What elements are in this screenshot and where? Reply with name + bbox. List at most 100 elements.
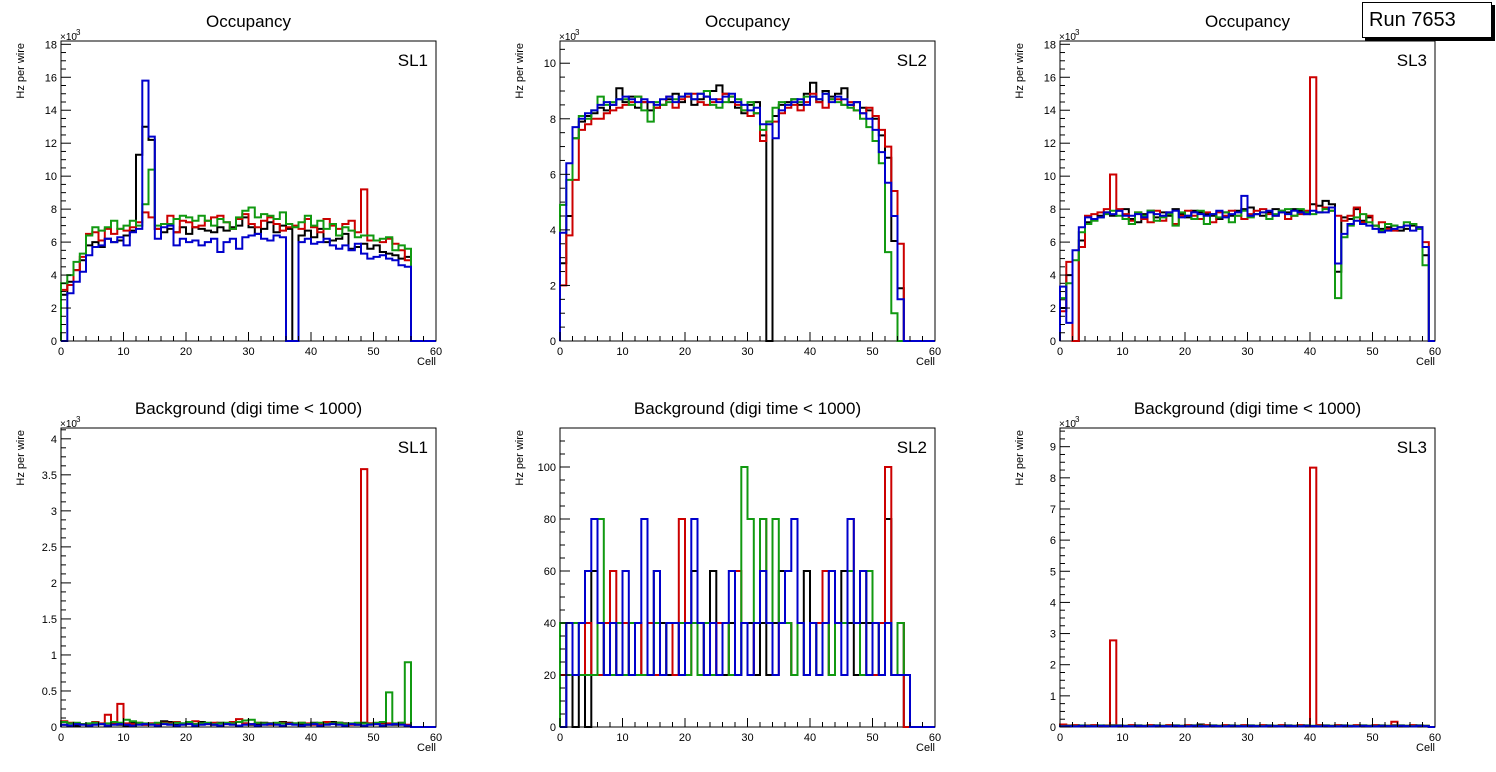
y-tick-label: 16 bbox=[45, 72, 57, 84]
x-tick-label: 0 bbox=[58, 346, 64, 358]
y-tick-label: 0 bbox=[51, 722, 57, 734]
y-multiplier: ×10 bbox=[60, 419, 77, 430]
x-tick-label: 20 bbox=[1179, 732, 1191, 744]
y-axis-label: Hz per wire bbox=[1014, 43, 1026, 99]
y-tick-label: 4 bbox=[51, 270, 57, 282]
x-tick-label: 60 bbox=[430, 346, 442, 358]
plot-frame bbox=[60, 40, 437, 342]
y-axis-label: Hz per wire bbox=[15, 430, 27, 486]
y-tick-label: 4 bbox=[1050, 597, 1056, 609]
y-multiplier-exponent: 3 bbox=[1075, 28, 1080, 37]
y-tick-label: 10 bbox=[1044, 171, 1056, 183]
x-tick-label: 30 bbox=[242, 732, 254, 744]
y-tick-label: 2 bbox=[51, 578, 57, 590]
y-tick-label: 0 bbox=[1050, 336, 1056, 348]
y-tick-label: 3.5 bbox=[42, 470, 57, 482]
y-tick-label: 6 bbox=[550, 169, 556, 181]
y-tick-label: 2 bbox=[550, 280, 556, 292]
x-tick-label: 40 bbox=[1304, 346, 1316, 358]
y-tick-label: 14 bbox=[45, 105, 57, 117]
x-tick-label: 40 bbox=[1304, 732, 1316, 744]
plot-frame bbox=[559, 40, 936, 342]
histogram-series-red bbox=[60, 468, 436, 728]
histogram-series-red bbox=[60, 188, 436, 342]
y-tick-label: 100 bbox=[538, 462, 556, 474]
chart-panel-6: Background (digi time < 1000)0 10 20 30 40 50… bbox=[1014, 399, 1441, 754]
chart-panel-4: Background (digi time < 1000)0 10 20 30 40 50… bbox=[15, 399, 442, 754]
x-axis-label: Cell bbox=[1416, 742, 1435, 754]
chart-title: Occupancy bbox=[206, 12, 292, 31]
y-tick-label: 8 bbox=[1050, 204, 1056, 216]
y-multiplier-exponent: 3 bbox=[1075, 415, 1080, 424]
x-axis-label: Cell bbox=[916, 356, 935, 368]
y-tick-label: 8 bbox=[51, 204, 57, 216]
histogram-series-blue bbox=[60, 723, 436, 728]
y-tick-label: 5 bbox=[1050, 566, 1056, 578]
x-tick-label: 20 bbox=[1179, 346, 1191, 358]
y-multiplier: ×10 bbox=[559, 32, 576, 43]
x-tick-label: 60 bbox=[929, 732, 941, 744]
y-tick-label: 6 bbox=[51, 237, 57, 249]
y-tick-label: 80 bbox=[544, 514, 556, 526]
x-tick-label: 50 bbox=[367, 346, 379, 358]
y-multiplier: ×10 bbox=[1059, 32, 1076, 43]
superlayer-label: SL1 bbox=[398, 51, 428, 70]
chart-title: Background (digi time < 1000) bbox=[634, 399, 861, 418]
superlayer-label: SL3 bbox=[1397, 438, 1427, 457]
histogram-series-blue bbox=[560, 518, 935, 728]
y-axis-label: Hz per wire bbox=[15, 43, 27, 99]
y-tick-label: 6 bbox=[1050, 535, 1056, 547]
y-tick-label: 2 bbox=[51, 303, 57, 315]
chart-title: Occupancy bbox=[705, 12, 791, 31]
chart-title: Occupancy bbox=[1205, 12, 1291, 31]
x-tick-label: 60 bbox=[430, 732, 442, 744]
x-tick-label: 10 bbox=[117, 346, 129, 358]
x-tick-label: 40 bbox=[305, 732, 317, 744]
superlayer-label: SL3 bbox=[1397, 51, 1427, 70]
y-tick-label: 2 bbox=[1050, 660, 1056, 672]
x-tick-label: 0 bbox=[557, 346, 563, 358]
superlayer-label: SL2 bbox=[897, 438, 927, 457]
run-label-box: Run 7653 bbox=[1362, 2, 1492, 38]
histogram-series-green bbox=[60, 168, 436, 342]
x-tick-label: 20 bbox=[679, 346, 691, 358]
y-tick-label: 9 bbox=[1050, 442, 1056, 454]
x-tick-label: 50 bbox=[1366, 346, 1378, 358]
y-tick-label: 1 bbox=[51, 650, 57, 662]
x-tick-label: 10 bbox=[616, 346, 628, 358]
x-tick-label: 0 bbox=[58, 732, 64, 744]
x-tick-label: 30 bbox=[1241, 346, 1253, 358]
x-tick-label: 30 bbox=[242, 346, 254, 358]
y-tick-label: 14 bbox=[1044, 105, 1056, 117]
run-label: Run 7653 bbox=[1369, 9, 1456, 31]
y-tick-label: 0 bbox=[1050, 722, 1056, 734]
x-tick-label: 20 bbox=[180, 346, 192, 358]
x-tick-label: 50 bbox=[367, 732, 379, 744]
y-tick-label: 12 bbox=[1044, 138, 1056, 150]
x-tick-label: 10 bbox=[616, 732, 628, 744]
y-tick-label: 3 bbox=[1050, 629, 1056, 641]
x-tick-label: 0 bbox=[1057, 346, 1063, 358]
y-multiplier-exponent: 3 bbox=[76, 415, 81, 424]
y-tick-label: 16 bbox=[1044, 72, 1056, 84]
x-axis-label: Cell bbox=[417, 742, 436, 754]
chart-title: Background (digi time < 1000) bbox=[135, 399, 362, 418]
y-tick-label: 3 bbox=[51, 506, 57, 518]
y-multiplier-exponent: 3 bbox=[575, 28, 580, 37]
x-axis-label: Cell bbox=[417, 356, 436, 368]
chart-title: Background (digi time < 1000) bbox=[1134, 399, 1361, 418]
y-axis-label: Hz per wire bbox=[514, 430, 526, 486]
x-tick-label: 40 bbox=[305, 346, 317, 358]
superlayer-label: SL1 bbox=[398, 438, 428, 457]
y-tick-label: 0 bbox=[550, 336, 556, 348]
y-tick-label: 18 bbox=[1044, 39, 1056, 51]
x-tick-label: 50 bbox=[866, 732, 878, 744]
y-tick-label: 1.5 bbox=[42, 614, 57, 626]
y-tick-label: 2 bbox=[1050, 303, 1056, 315]
y-tick-label: 8 bbox=[550, 114, 556, 126]
chart-panel-5: Background (digi time < 1000) 0 10 20 30 40 50… bbox=[514, 399, 941, 754]
